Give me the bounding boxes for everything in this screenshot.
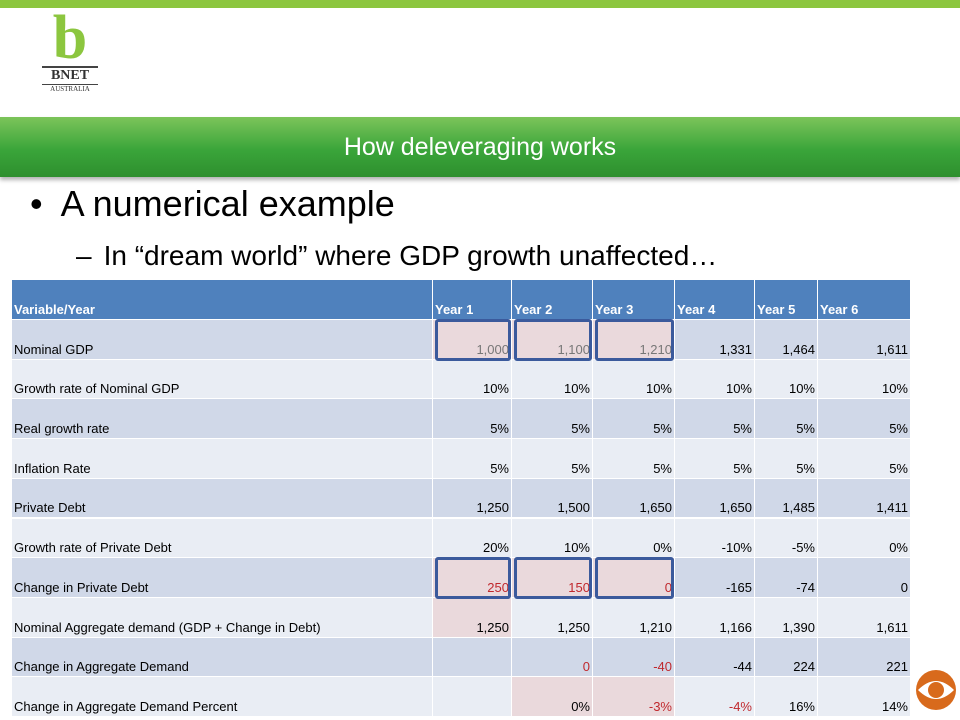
- table-cell: -3%: [593, 677, 675, 717]
- table-cell: 0: [512, 637, 593, 678]
- table-cell: 16%: [755, 677, 818, 717]
- table-cell: 224: [755, 637, 818, 678]
- highlight-box: [595, 557, 674, 599]
- logo-sub: AUSTRALIA: [42, 84, 98, 93]
- table-cell: 1,650: [593, 478, 675, 519]
- table-cell: 10%: [512, 359, 593, 400]
- logo: b BNET AUSTRALIA: [38, 4, 102, 93]
- table-cell: 1,500: [512, 478, 593, 519]
- table-cell: [433, 637, 512, 678]
- column-header: Year 1: [433, 280, 512, 320]
- logo-letter: b: [52, 4, 88, 72]
- table-cell: 5%: [755, 399, 818, 440]
- table-cell: -74: [755, 558, 818, 598]
- bullet-text: A numerical example: [60, 183, 395, 224]
- cbs-logo: [916, 670, 956, 710]
- logo-name: BNET: [42, 66, 98, 84]
- table-cell: -165: [675, 558, 755, 598]
- table-cell: 10%: [512, 518, 593, 559]
- column-header: Variable/Year: [12, 280, 433, 320]
- table-cell: 1,250: [512, 597, 593, 638]
- table-cell: 1,166: [675, 597, 755, 638]
- row-label: Change in Aggregate Demand: [12, 637, 433, 678]
- table-cell: 1,411: [818, 478, 911, 519]
- highlight-box: [514, 319, 592, 361]
- table-cell: -4%: [675, 677, 755, 717]
- header-bar: How deleveraging works: [0, 117, 960, 177]
- sub-bullet: – In “dream world” where GDP growth unaff…: [76, 240, 718, 271]
- table-cell: 1,250: [433, 597, 512, 638]
- row-label: Private Debt: [12, 478, 433, 519]
- table-cell: 5%: [433, 399, 512, 440]
- table-cell: 0: [818, 558, 911, 598]
- table-cell: 150: [512, 558, 593, 598]
- table-cell: 1,611: [818, 320, 911, 360]
- table-cell: 221: [818, 637, 911, 678]
- table-cell: 1,000: [433, 320, 512, 360]
- table-cell: 10%: [593, 359, 675, 400]
- row-label: Growth rate of Private Debt: [12, 518, 433, 559]
- table-cell: 5%: [512, 439, 593, 479]
- table-cell: -40: [593, 637, 675, 678]
- column-header: Year 6: [818, 280, 911, 320]
- table-cell: 5%: [433, 439, 512, 479]
- row-label: Nominal Aggregate demand (GDP + Change i…: [12, 597, 433, 638]
- table-cell: -10%: [675, 518, 755, 559]
- bullet: • A numerical example: [30, 183, 395, 224]
- row-label: Growth rate of Nominal GDP: [12, 359, 433, 400]
- row-label: Real growth rate: [12, 399, 433, 440]
- table-cell: 0%: [593, 518, 675, 559]
- table-cell: 1,464: [755, 320, 818, 360]
- table-cell: -5%: [755, 518, 818, 559]
- column-header: Year 5: [755, 280, 818, 320]
- table-cell: 1,210: [593, 320, 675, 360]
- column-header: Year 4: [675, 280, 755, 320]
- table-cell: 5%: [675, 439, 755, 479]
- table-cell: -44: [675, 637, 755, 678]
- column-header: Year 2: [512, 280, 593, 320]
- table-cell: 10%: [433, 359, 512, 400]
- highlight-box: [514, 557, 592, 599]
- column-header: Year 3: [593, 280, 675, 320]
- table-cell: 5%: [593, 399, 675, 440]
- table-cell: 10%: [755, 359, 818, 400]
- table-cell: 5%: [512, 399, 593, 440]
- row-label: Inflation Rate: [12, 439, 433, 479]
- table-cell: 5%: [818, 399, 911, 440]
- table-cell: 1,485: [755, 478, 818, 519]
- table-cell: 5%: [755, 439, 818, 479]
- highlight-box: [435, 319, 511, 361]
- table-cell: 20%: [433, 518, 512, 559]
- header-title: How deleveraging works: [343, 133, 617, 161]
- row-label: Nominal GDP: [12, 320, 433, 360]
- top-stripe: [0, 0, 960, 8]
- highlight-box: [435, 557, 511, 599]
- row-label: Change in Private Debt: [12, 558, 433, 598]
- table-cell: 1,390: [755, 597, 818, 638]
- table-cell: 5%: [818, 439, 911, 479]
- sub-bullet-text: In “dream world” where GDP growth unaffe…: [103, 240, 718, 271]
- table-cell: 14%: [818, 677, 911, 717]
- table-cell: 1,650: [675, 478, 755, 519]
- table-cell: 1,250: [433, 478, 512, 519]
- table-cell: 0%: [818, 518, 911, 559]
- table-cell: 5%: [675, 399, 755, 440]
- table-cell: 1,210: [593, 597, 675, 638]
- table-cell: 10%: [818, 359, 911, 400]
- table-cell: 5%: [593, 439, 675, 479]
- table-cell: 10%: [675, 359, 755, 400]
- table-cell: [433, 677, 512, 717]
- table-cell: 0%: [512, 677, 593, 717]
- row-label: Change in Aggregate Demand Percent: [12, 677, 433, 717]
- highlight-box: [595, 319, 674, 361]
- table-cell: 1,331: [675, 320, 755, 360]
- table-cell: 1,611: [818, 597, 911, 638]
- table-cell: 250: [433, 558, 512, 598]
- table-cell: 1,100: [512, 320, 593, 360]
